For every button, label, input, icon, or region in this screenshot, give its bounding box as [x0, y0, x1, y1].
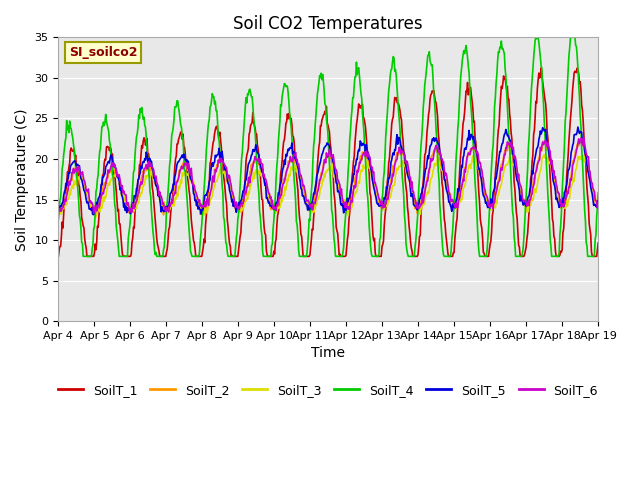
- SoilT_2: [65, 186, 72, 192]
- SoilT_4: [410, 253, 418, 259]
- SoilT_6: [175, 171, 183, 177]
- SoilT_6: [204, 198, 212, 204]
- SoilT_3: [204, 207, 212, 213]
- Line: SoilT_2: SoilT_2: [58, 140, 598, 216]
- SoilT_3: [410, 192, 418, 198]
- SoilT_2: [394, 151, 401, 157]
- Line: SoilT_5: SoilT_5: [58, 127, 598, 215]
- SoilT_3: [540, 152, 548, 157]
- SoilT_3: [175, 186, 183, 192]
- SoilT_5: [204, 188, 212, 193]
- SoilT_6: [410, 194, 418, 200]
- SoilT_6: [120, 191, 128, 197]
- SoilT_1: [538, 65, 545, 71]
- Text: SI_soilco2: SI_soilco2: [69, 46, 138, 59]
- SoilT_2: [410, 195, 417, 201]
- SoilT_3: [65, 197, 72, 203]
- SoilT_1: [410, 253, 417, 259]
- SoilT_5: [395, 134, 403, 140]
- SoilT_5: [120, 201, 128, 206]
- Line: SoilT_3: SoilT_3: [58, 155, 598, 217]
- Y-axis label: Soil Temperature (C): Soil Temperature (C): [15, 108, 29, 251]
- Legend: SoilT_1, SoilT_2, SoilT_3, SoilT_4, SoilT_5, SoilT_6: SoilT_1, SoilT_2, SoilT_3, SoilT_4, Soil…: [54, 379, 603, 402]
- Line: SoilT_1: SoilT_1: [58, 68, 598, 256]
- SoilT_5: [54, 205, 62, 211]
- SoilT_6: [595, 202, 602, 207]
- SoilT_3: [54, 211, 62, 217]
- Title: Soil CO2 Temperatures: Soil CO2 Temperatures: [234, 15, 423, 33]
- SoilT_5: [410, 203, 418, 208]
- SoilT_2: [204, 209, 211, 215]
- SoilT_1: [204, 205, 211, 211]
- SoilT_6: [54, 208, 62, 214]
- SoilT_2: [577, 137, 585, 143]
- SoilT_5: [574, 124, 582, 130]
- SoilT_1: [175, 137, 182, 143]
- SoilT_3: [92, 214, 100, 220]
- SoilT_1: [65, 170, 72, 176]
- SoilT_1: [120, 253, 127, 259]
- SoilT_1: [394, 101, 401, 107]
- SoilT_5: [65, 176, 72, 181]
- SoilT_4: [395, 108, 403, 113]
- SoilT_6: [395, 149, 403, 155]
- SoilT_2: [175, 174, 182, 180]
- SoilT_4: [595, 190, 602, 195]
- SoilT_4: [204, 128, 212, 133]
- Line: SoilT_6: SoilT_6: [58, 138, 598, 213]
- SoilT_4: [120, 253, 128, 259]
- SoilT_5: [90, 212, 97, 217]
- SoilT_6: [90, 210, 97, 216]
- SoilT_5: [175, 157, 183, 163]
- X-axis label: Time: Time: [311, 347, 346, 360]
- SoilT_6: [65, 186, 72, 192]
- SoilT_4: [54, 216, 62, 222]
- SoilT_4: [532, 35, 540, 40]
- SoilT_3: [595, 205, 602, 211]
- SoilT_2: [54, 213, 62, 218]
- SoilT_3: [395, 165, 403, 171]
- SoilT_1: [54, 253, 62, 259]
- SoilT_1: [595, 240, 602, 246]
- SoilT_3: [120, 198, 128, 204]
- SoilT_4: [79, 253, 87, 259]
- SoilT_4: [65, 123, 72, 129]
- SoilT_2: [120, 200, 127, 206]
- SoilT_2: [595, 202, 602, 207]
- SoilT_4: [175, 109, 183, 115]
- SoilT_5: [595, 202, 602, 207]
- SoilT_6: [577, 135, 585, 141]
- Line: SoilT_4: SoilT_4: [58, 37, 598, 256]
